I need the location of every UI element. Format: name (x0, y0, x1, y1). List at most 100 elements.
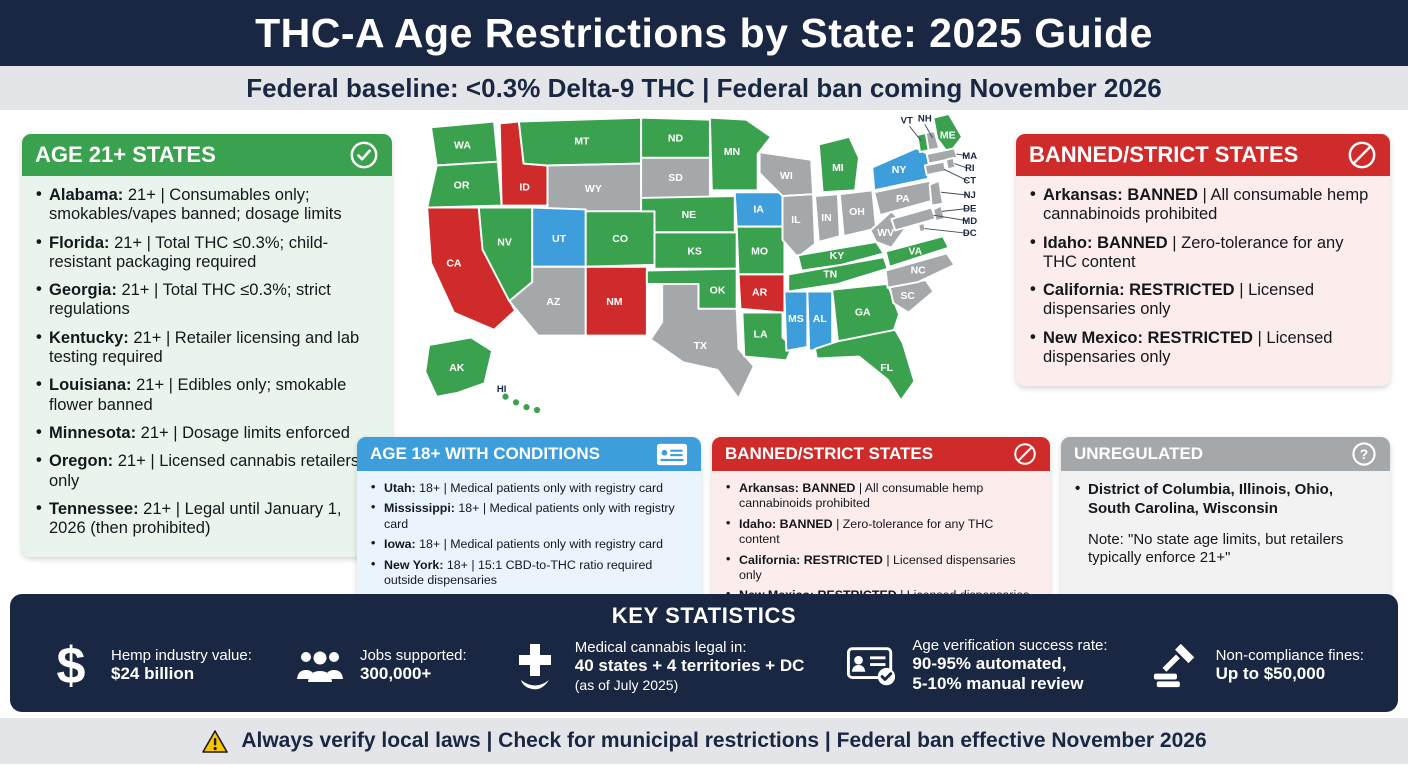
state-shape (884, 252, 956, 289)
stat-label: Age verification success rate: (912, 637, 1108, 654)
state-shape (917, 221, 927, 234)
state-label: PA (896, 193, 910, 205)
panel-unregulated: UNREGULATED ? District of Columbia, Illi… (1061, 437, 1390, 603)
state-name: Kentucky: (49, 328, 129, 347)
stat-jobs: Jobs supported: 300,000+ (293, 647, 467, 684)
stat-label: Medical cannabis legal in: (574, 639, 747, 657)
state-name: Minnesota: (49, 423, 137, 442)
state-name: Iowa: (384, 537, 416, 552)
state-detail: 18+ | Medical patients only with registr… (415, 537, 664, 552)
stat-label: Non-compliance fines: (1215, 647, 1364, 665)
state-shape (708, 116, 772, 192)
state-label: MO (751, 245, 768, 257)
list-item: California: RESTRICTED | Licensed dispen… (725, 552, 1037, 584)
stat-value: 300,000+ (359, 664, 432, 684)
state-detail: 21+ | Retailer licensing and lab testing… (49, 328, 360, 367)
state-label: MT (574, 135, 590, 147)
state-detail: 18+ | Medical patients only with registr… (384, 501, 675, 531)
state-detail: 21+ | Total THC ≤0.3%; strict regulation… (49, 281, 331, 319)
state-label: OK (710, 284, 726, 296)
list-item: New York: 18+ | 15:1 CBD-to-THC ratio re… (370, 557, 688, 589)
state-detail: 21+ | Licensed cannabis retailers only (49, 452, 360, 490)
state-label: OR (454, 179, 470, 191)
list-item: Alabama: 21+ | Consumables only; smokabl… (35, 185, 379, 225)
state-detail: | Licensed dispensaries only (739, 552, 1016, 582)
state-label: WY (585, 183, 602, 195)
state-label: ND (668, 133, 684, 145)
state-label: NC (911, 264, 927, 276)
panel-age18-title: AGE 18+ WITH CONDITIONS (370, 444, 600, 463)
list-item: Minnesota: 21+ | Dosage limits enforced (35, 423, 379, 443)
state-shape (787, 256, 889, 293)
state-shape (831, 282, 900, 343)
state-shape (781, 193, 816, 259)
state-detail: 18+ | 15:1 CBD-to-THC ratio required out… (384, 557, 653, 587)
list-item: Tennessee: 21+ | Legal until January 1, … (35, 499, 379, 539)
state-label: TX (694, 340, 707, 352)
state-shape (814, 193, 841, 243)
footer-bar: Always verify local laws | Check for mun… (0, 718, 1408, 764)
state-label: NY (892, 164, 907, 176)
us-map: WA OR CA NV ID MT WY UT CO AZ NM ND SD N… (402, 112, 1014, 432)
state-label: NM (606, 296, 623, 308)
state-name: Idaho: BANNED (739, 516, 833, 531)
stat-fines: Non-compliance fines: Up to $50,000 (1149, 642, 1364, 690)
list-item: Utah: 18+ | Medical patients only with r… (370, 480, 688, 496)
list-item: District of Columbia, Illinois, Ohio, So… (1074, 480, 1377, 519)
state-shape (814, 328, 916, 402)
subtitle-text: Federal baseline: <0.3% Delta-9 THC | Fe… (246, 72, 1162, 103)
state-label: GA (855, 306, 871, 318)
state-shape (925, 147, 959, 165)
state-shape (584, 265, 648, 337)
state-label: AK (449, 362, 465, 374)
state-name: Utah: (384, 481, 416, 495)
panel-age21-title: AGE 21+ STATES (35, 142, 216, 167)
state-name: Mississippi: (384, 501, 455, 516)
stat-hemp-value: $ Hemp industry value: $24 billion (44, 640, 252, 692)
list-item: Idaho: BANNED | Zero-tolerance for any T… (1029, 233, 1377, 273)
state-shape (783, 290, 809, 352)
state-label: AL (813, 313, 828, 325)
state-detail: | All consumable hemp cannabinoids prohi… (1043, 186, 1369, 224)
stat-label: Hemp industry value: (111, 647, 252, 665)
state-name: California: RESTRICTED (739, 552, 883, 567)
state-label: AZ (546, 296, 561, 308)
people-icon (296, 651, 343, 682)
list-item: Oregon: 21+ | Licensed cannabis retailer… (35, 451, 379, 491)
state-label: MA (962, 151, 977, 162)
question-circle-icon: ? (1352, 442, 1376, 466)
list-item: Mississippi: 18+ | Medical patients only… (370, 500, 688, 532)
state-label: IA (753, 203, 764, 215)
list-item: Arkansas: BANNED | All consumable hemp c… (725, 480, 1037, 512)
state-name: Arkansas: BANNED (1043, 186, 1198, 204)
state-label: VT (901, 115, 913, 126)
state-shape (928, 179, 944, 207)
state-name: Oregon: (49, 452, 114, 471)
state-label: CT (963, 176, 976, 187)
state-label: LA (754, 328, 768, 340)
state-labels: WA OR CA NV ID MT WY UT CO AZ NM ND SD N… (446, 114, 977, 395)
panel-banned-bottom-title: BANNED/STRICT STATES (725, 444, 934, 463)
state-label: DC (963, 228, 977, 239)
list-item: Louisiana: 21+ | Edibles only; smokable … (35, 375, 379, 415)
dollar-icon: $ (56, 636, 86, 695)
state-name: Georgia: (49, 281, 117, 300)
state-label: CA (446, 258, 462, 270)
key-statistics-title: KEY STATISTICS (611, 603, 797, 628)
state-name: Idaho: BANNED (1043, 233, 1168, 252)
state-name: Arkansas: BANNED (739, 481, 856, 495)
state-label: KY (830, 250, 845, 262)
medical-cross-icon (518, 643, 551, 690)
state-label: KS (687, 245, 702, 257)
id-verification-icon (847, 647, 896, 686)
state-label: NJ (964, 190, 976, 201)
list-item: New Mexico: RESTRICTED | Licensed dispen… (1029, 328, 1377, 368)
state-name: Florida: (49, 233, 110, 252)
unregulated-states: District of Columbia, Illinois, Ohio, So… (1088, 481, 1334, 517)
state-shape (932, 112, 964, 155)
state-label: MS (788, 313, 804, 325)
state-label: WV (877, 227, 894, 239)
age21-list: Alabama: 21+ | Consumables only; smokabl… (35, 185, 379, 539)
list-item: Idaho: BANNED | Zero-tolerance for any T… (725, 516, 1037, 548)
state-label: VA (908, 245, 922, 257)
